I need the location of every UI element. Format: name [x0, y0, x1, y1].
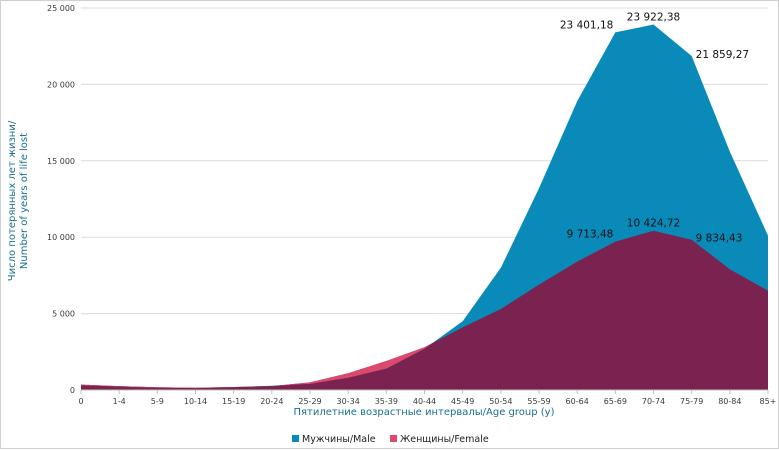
y-axis-title-line2: Number of years of life lost: [19, 133, 30, 269]
y-axis-title-line1: Число потерянных лет жизни/: [7, 120, 18, 281]
axes: 0 5 000 10 000 15 000 20 000 25 000 0 1-4 5-9 10-…: [47, 4, 776, 406]
legend-swatch-male: [292, 435, 299, 442]
x-tick-label: 30-34: [337, 397, 360, 406]
x-tick-label: 35-39: [375, 397, 398, 406]
x-tick-label: 50-54: [489, 397, 512, 406]
x-tick-label: 40-44: [413, 397, 436, 406]
x-tick-label: 70-74: [642, 397, 665, 406]
female-area: [81, 230, 768, 390]
data-label-female: 9 713,48: [567, 229, 614, 241]
data-label-male: 21 859,27: [696, 49, 749, 61]
x-tick-label: 10-14: [184, 397, 207, 406]
y-tick-label: 20 000: [47, 80, 75, 89]
x-tick-label: 20-24: [260, 397, 283, 406]
x-tick-label: 85+: [760, 397, 777, 406]
y-tick-label: 10 000: [47, 233, 75, 242]
y-tick-label: 15 000: [47, 157, 75, 166]
area-layer: [81, 24, 768, 390]
data-label-male: 23 922,38: [627, 11, 680, 23]
legend: Мужчины/Male Женщины/Female: [292, 434, 489, 445]
legend-label-female: Женщины/Female: [400, 434, 489, 445]
x-tick-label: 5-9: [151, 397, 164, 406]
x-tick-label: 55-59: [527, 397, 550, 406]
legend-swatch-female: [390, 435, 397, 442]
x-tick-label: 65-69: [604, 397, 627, 406]
x-axis-title: Пятилетние возрастные интервалы/Age grou…: [294, 407, 555, 418]
x-tick-label: 80-84: [718, 397, 741, 406]
x-tick-label: 1-4: [113, 397, 126, 406]
data-label-female: 10 424,72: [627, 218, 680, 230]
x-tick-label: 0: [78, 397, 83, 406]
y-axis-title: Число потерянных лет жизни/ Number of ye…: [7, 120, 30, 281]
x-tick-label: 75-79: [680, 397, 703, 406]
x-tick-label: 60-64: [566, 397, 589, 406]
legend-label-male: Мужчины/Male: [302, 434, 376, 445]
data-label-male: 23 401,18: [560, 19, 613, 31]
y-tick-label: 5 000: [52, 310, 75, 319]
data-label-female: 9 834,43: [696, 233, 743, 245]
x-tick-label: 15-19: [222, 397, 245, 406]
x-tick-label: 25-29: [298, 397, 321, 406]
y-tick-label: 25 000: [47, 4, 75, 13]
x-tick-label: 45-49: [451, 397, 474, 406]
y-tick-label: 0: [70, 386, 75, 395]
data-labels: 23 401,18 23 922,38 21 859,27 9 713,48 10 42…: [560, 11, 749, 244]
